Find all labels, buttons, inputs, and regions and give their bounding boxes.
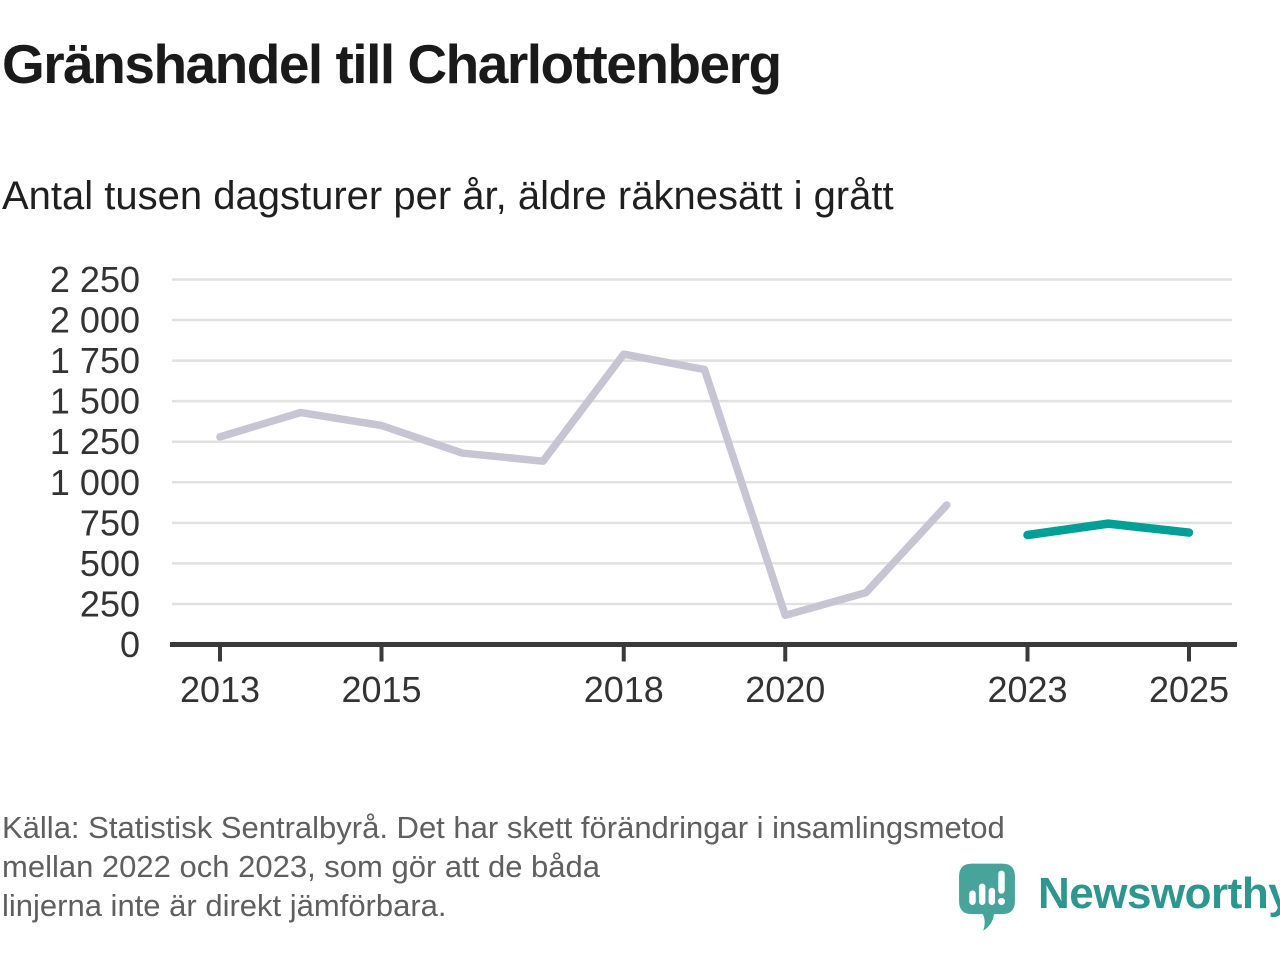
- series-line: [216, 350, 951, 620]
- series-line: [1023, 519, 1194, 540]
- x-tick-label: 2018: [584, 669, 664, 710]
- source-line: linjerna inte är direkt jämförbara.: [2, 888, 447, 923]
- newsworthy-wordmark: Newsworthy: [1038, 869, 1280, 918]
- source-note: Källa: Statistisk Sentralbyrå. Det har s…: [2, 808, 1005, 925]
- y-tick-label: 1 250: [50, 421, 140, 462]
- y-tick-label: 1 000: [50, 462, 140, 503]
- newsworthy-logo: Newsworthy: [958, 862, 1280, 942]
- y-tick-label: 2 000: [50, 300, 140, 341]
- y-tick-label: 0: [120, 624, 140, 665]
- y-tick-label: 1 750: [50, 340, 140, 381]
- source-line: mellan 2022 och 2023, som gör att de båd…: [2, 849, 601, 884]
- chart-title: Gränshandel till Charlottenberg: [2, 33, 782, 95]
- x-tick-label: 2023: [987, 669, 1067, 710]
- x-tick-label: 2025: [1149, 669, 1229, 710]
- x-tick-label: 2015: [341, 669, 421, 710]
- source-line: Källa: Statistisk Sentralbyrå. Det har s…: [2, 810, 1005, 845]
- y-tick-label: 250: [80, 583, 140, 624]
- y-tick-label: 2 250: [50, 259, 140, 300]
- y-tick-label: 500: [80, 543, 140, 584]
- chart-subtitle: Antal tusen dagsturer per år, äldre räkn…: [2, 174, 894, 218]
- y-tick-label: 750: [80, 502, 140, 543]
- y-tick-label: 1 500: [50, 381, 140, 422]
- newsworthy-bubble-icon: [959, 863, 1015, 931]
- x-tick-label: 2020: [745, 669, 825, 710]
- x-tick-label: 2013: [180, 669, 260, 710]
